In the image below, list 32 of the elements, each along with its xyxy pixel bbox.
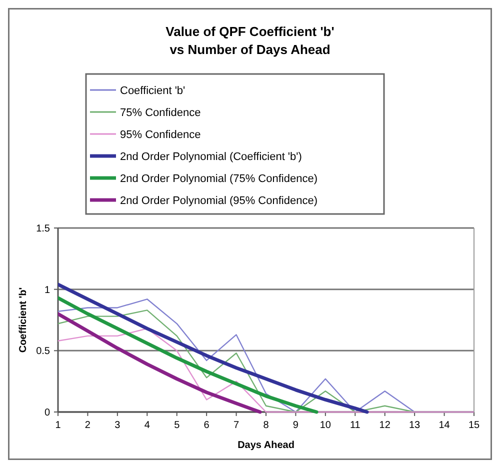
x-tick-label: 6	[204, 420, 210, 431]
line-series	[58, 312, 262, 414]
legend-label: 95% Confidence	[120, 129, 201, 141]
chart-title: Value of QPF Coefficient 'b'	[166, 24, 334, 39]
x-tick-label: 14	[438, 420, 450, 431]
chart-subtitle: vs Number of Days Ahead	[170, 42, 330, 57]
legend-label: 2nd Order Polynomial (Coefficient 'b')	[120, 151, 302, 163]
legend-label: 2nd Order Polynomial (95% Confidence)	[120, 195, 318, 207]
legend-label: 75% Confidence	[120, 107, 201, 119]
y-tick-label: 1.5	[36, 224, 50, 234]
x-axis-title: Days Ahead	[238, 440, 294, 451]
x-tick-label: 5	[174, 420, 180, 431]
legend-label: Coefficient 'b'	[120, 85, 186, 97]
x-tick-label: 15	[468, 420, 480, 431]
legend-label: 2nd Order Polynomial (75% Confidence)	[120, 173, 318, 185]
line-series	[58, 296, 318, 414]
x-tick-label: 2	[84, 420, 91, 431]
x-tick-label: 8	[263, 420, 270, 431]
y-tick-label: 1	[44, 284, 50, 296]
y-axis-title: Coefficient 'b'	[18, 287, 29, 353]
x-tick-label: 12	[379, 420, 391, 431]
x-tick-label: 1	[55, 420, 62, 431]
x-tick-label: 10	[320, 420, 332, 431]
y-tick-label: 0	[44, 408, 50, 418]
x-tick-label: 7	[234, 420, 240, 431]
x-tick-label: 4	[144, 420, 150, 431]
x-tick-label: 9	[292, 420, 299, 431]
line-series	[58, 282, 369, 414]
y-tick-label: 0.5	[36, 346, 50, 358]
x-tick-label: 11	[350, 420, 361, 431]
x-tick-label: 13	[409, 420, 421, 431]
x-tick-label: 3	[114, 420, 121, 431]
